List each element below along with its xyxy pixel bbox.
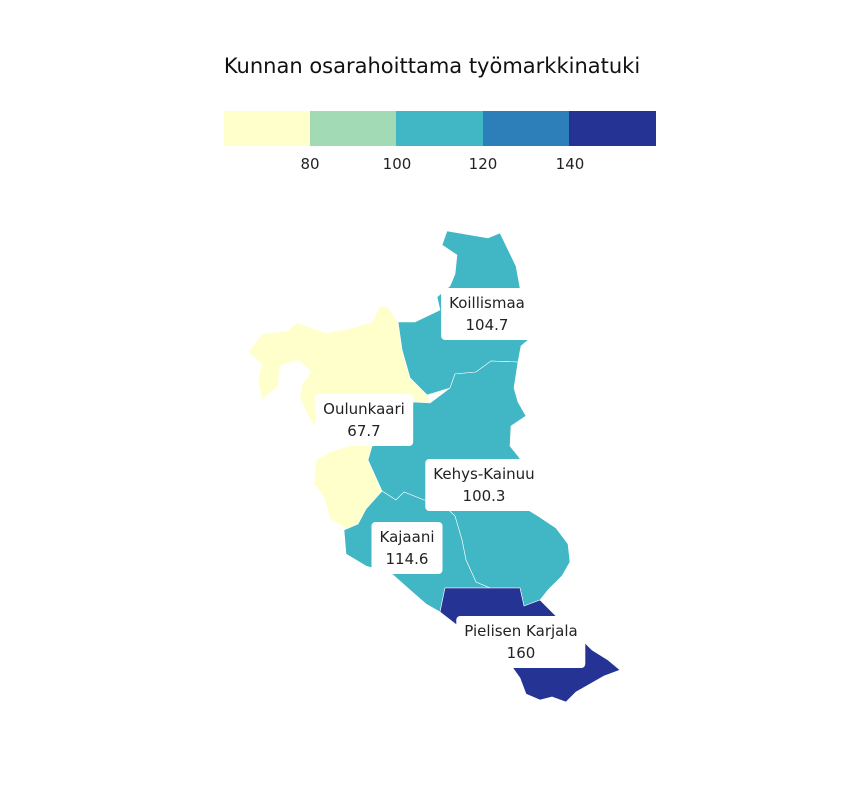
legend-tick: 120 <box>468 155 498 173</box>
region-label-oulunkaari: Oulunkaari 67.7 <box>315 394 413 446</box>
region-name: Pielisen Karjala <box>464 622 578 640</box>
region-value: 104.7 <box>465 316 509 334</box>
map-title: Kunnan osarahoittama työmarkkinatuki <box>223 54 641 78</box>
legend-tick: 100 <box>382 155 412 173</box>
region-label-koillismaa: Koillismaa 104.7 <box>441 288 533 340</box>
color-legend: 80 100 120 140 <box>224 111 656 173</box>
region-name: Kajaani <box>379 528 435 546</box>
region-name: Kehys-Kainuu <box>433 465 535 483</box>
region-value: 67.7 <box>347 422 381 440</box>
legend-swatch <box>396 111 483 146</box>
region-label-pielisen-karjala: Pielisen Karjala 160 <box>456 616 586 668</box>
region-name: Oulunkaari <box>323 400 405 418</box>
region-label-kehys-kainuu: Kehys-Kainuu 100.3 <box>425 459 543 511</box>
legend-swatch <box>483 111 570 146</box>
legend-swatch <box>569 111 656 146</box>
region-label-kajaani: Kajaani 114.6 <box>371 522 443 574</box>
region-value: 160 <box>506 644 536 662</box>
region-name: Koillismaa <box>449 294 525 312</box>
legend-tick: 140 <box>555 155 585 173</box>
region-value: 114.6 <box>385 550 429 568</box>
legend-swatch <box>224 111 311 146</box>
legend-tick: 80 <box>300 155 320 173</box>
region-value: 100.3 <box>462 487 506 505</box>
legend-swatch <box>310 111 397 146</box>
